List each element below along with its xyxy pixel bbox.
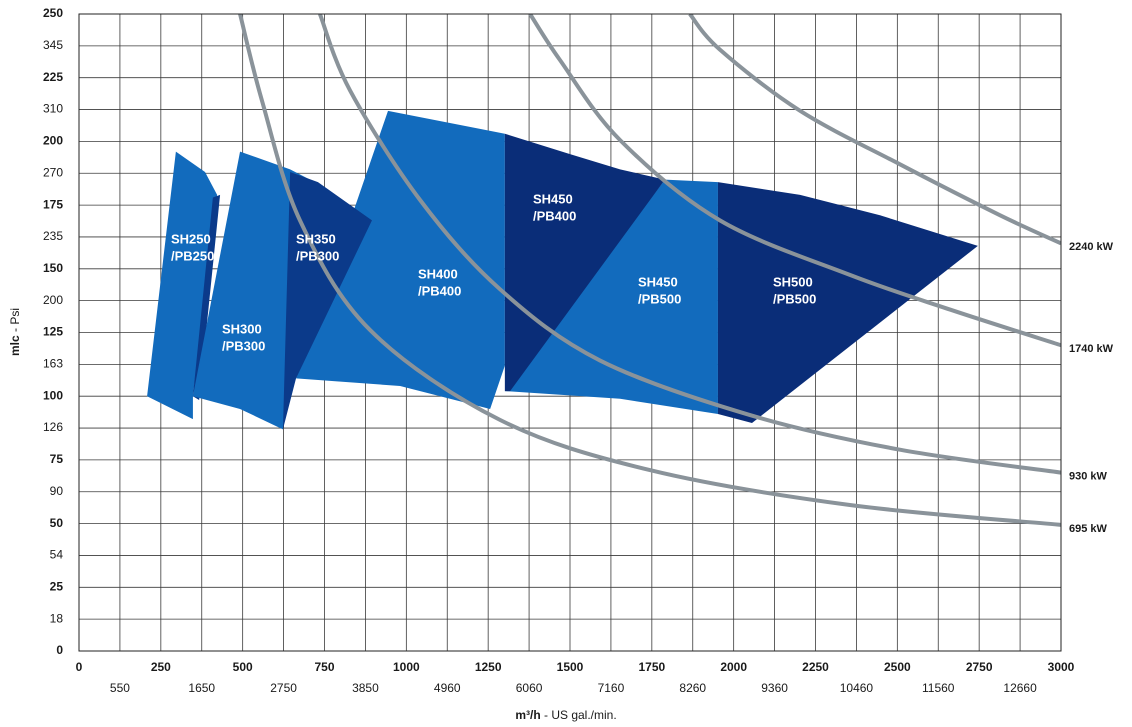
curve-label: 695 kW bbox=[1069, 523, 1108, 535]
x-tick-label-secondary: 8260 bbox=[679, 681, 706, 695]
region-label: /PB400 bbox=[533, 208, 576, 223]
operating-region bbox=[192, 194, 221, 401]
y-tick-label: 125 bbox=[43, 325, 63, 339]
x-tick-label-secondary: 12660 bbox=[1003, 681, 1037, 695]
x-tick-label-secondary: 11560 bbox=[922, 681, 955, 695]
region-label: SH250 bbox=[171, 231, 211, 246]
y-tick-label-secondary: 18 bbox=[50, 611, 64, 625]
y-tick-label: 50 bbox=[50, 516, 64, 530]
region-label: SH450 bbox=[533, 191, 573, 206]
region-label: SH300 bbox=[222, 321, 262, 336]
y-tick-label: 250 bbox=[43, 6, 63, 20]
curve-label: 2240 kW bbox=[1069, 241, 1114, 253]
x-tick-label: 500 bbox=[233, 660, 253, 674]
regions bbox=[147, 110, 978, 430]
region-label: SH450 bbox=[638, 274, 678, 289]
operating-region bbox=[717, 182, 978, 423]
y-tick-label: 0 bbox=[56, 643, 63, 657]
x-tick-label-secondary: 7160 bbox=[598, 681, 625, 695]
y-tick-label-secondary: 54 bbox=[50, 548, 64, 562]
x-tick-label: 2500 bbox=[884, 660, 911, 674]
region-label: SH400 bbox=[418, 266, 458, 281]
y-tick-label: 150 bbox=[43, 261, 63, 275]
y-tick-label: 225 bbox=[43, 70, 63, 84]
operating-region bbox=[296, 110, 505, 409]
plot-frame bbox=[78, 13, 1062, 652]
y-tick-label-secondary: 90 bbox=[50, 484, 64, 498]
y-tick-label: 75 bbox=[50, 452, 64, 466]
x-tick-label-secondary: 2750 bbox=[270, 681, 297, 695]
x-tick-label: 3000 bbox=[1048, 660, 1075, 674]
y-axis-label: mlc - Psi bbox=[8, 308, 22, 356]
power-curve bbox=[528, 14, 1061, 348]
x-tick-label: 2000 bbox=[720, 660, 747, 674]
x-tick-label: 1000 bbox=[393, 660, 420, 674]
curve-label: 930 kW bbox=[1069, 471, 1108, 483]
x-tick-label-secondary: 9360 bbox=[761, 681, 788, 695]
y-tick-label: 200 bbox=[43, 134, 63, 148]
x-tick-label-secondary: 4960 bbox=[434, 681, 461, 695]
x-tick-label-secondary: 6060 bbox=[516, 681, 543, 695]
labels: 0 25 50 75 100 125 150 175 200 225 250 18 54 90 126 163… bbox=[43, 6, 1114, 695]
power-curves bbox=[238, 14, 1061, 527]
y-tick-label-secondary: 200 bbox=[43, 293, 63, 307]
x-axis-label-rest: - US gal./min. bbox=[544, 708, 617, 722]
power-curve bbox=[238, 14, 1061, 527]
power-curve bbox=[688, 14, 1061, 246]
x-tick-label-secondary: 1650 bbox=[188, 681, 215, 695]
power-curve bbox=[318, 14, 1061, 475]
x-tick-label: 2250 bbox=[802, 660, 829, 674]
y-tick-label-secondary: 310 bbox=[43, 102, 63, 116]
y-tick-label-secondary: 345 bbox=[43, 38, 63, 52]
x-tick-label-secondary: 3850 bbox=[352, 681, 379, 695]
region-label: /PB400 bbox=[418, 283, 461, 298]
operating-region bbox=[282, 171, 372, 430]
x-tick-label: 0 bbox=[76, 660, 83, 674]
y-tick-label: 175 bbox=[43, 197, 63, 211]
region-label: /PB500 bbox=[773, 291, 816, 306]
operating-region bbox=[504, 179, 718, 415]
region-label: SH500 bbox=[773, 274, 813, 289]
operating-region bbox=[147, 151, 218, 420]
x-tick-label: 2750 bbox=[966, 660, 993, 674]
x-tick-label-secondary: 10460 bbox=[840, 681, 874, 695]
curve-label: 1740 kW bbox=[1069, 343, 1114, 355]
region-label: /PB250 bbox=[171, 248, 214, 263]
x-tick-label: 250 bbox=[151, 660, 171, 674]
region-label: /PB500 bbox=[638, 291, 681, 306]
y-tick-label-secondary: 126 bbox=[43, 420, 63, 434]
y-tick-label: 100 bbox=[43, 388, 63, 402]
x-tick-label-secondary: 550 bbox=[110, 681, 130, 695]
y-tick-label-secondary: 235 bbox=[43, 229, 63, 243]
x-axis-label-bold: m³/h bbox=[515, 708, 540, 722]
region-label: /PB300 bbox=[296, 248, 339, 263]
x-tick-label: 1250 bbox=[475, 660, 502, 674]
y-axis-label-bold: mlc bbox=[8, 335, 22, 356]
x-tick-label: 750 bbox=[314, 660, 334, 674]
y-axis-label-rest: - Psi bbox=[8, 308, 22, 332]
y-tick-label: 25 bbox=[50, 579, 64, 593]
region-label: /PB300 bbox=[222, 338, 265, 353]
y-tick-label-secondary: 270 bbox=[43, 165, 63, 179]
x-axis-label: m³/h - US gal./min. bbox=[515, 708, 616, 722]
x-tick-label: 1500 bbox=[557, 660, 584, 674]
x-tick-label: 1750 bbox=[638, 660, 665, 674]
region-label: SH350 bbox=[296, 231, 336, 246]
y-tick-label-secondary: 163 bbox=[43, 357, 63, 371]
